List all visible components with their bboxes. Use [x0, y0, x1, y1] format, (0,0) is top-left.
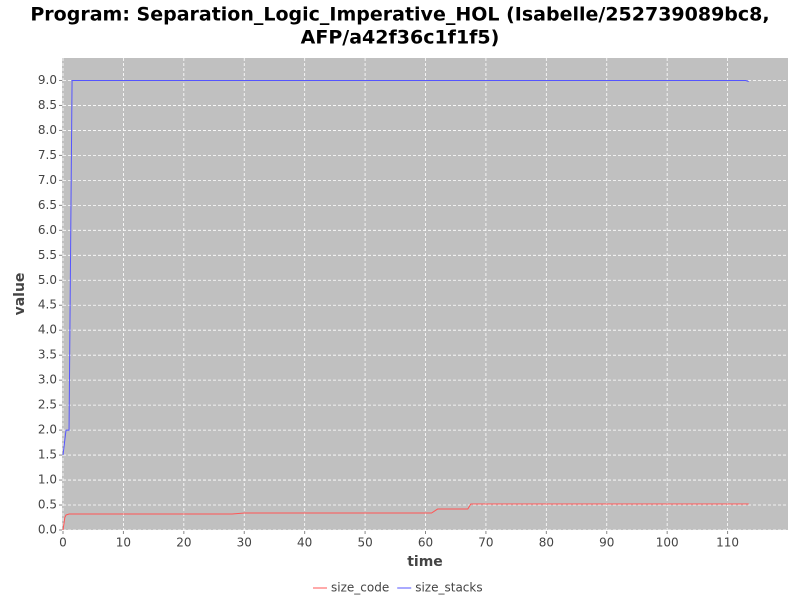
y-tick-label: 1.5	[38, 448, 57, 462]
y-axis-label: value	[12, 273, 28, 316]
y-tick-label: 3.5	[38, 348, 57, 362]
y-tick-label: 4.5	[38, 298, 57, 312]
y-tick-label: 7.5	[38, 148, 57, 162]
x-tick-label: 50	[357, 536, 372, 550]
y-tick-label: 9.0	[38, 73, 57, 87]
x-tick-label: 90	[599, 536, 614, 550]
x-tick-label: 80	[539, 536, 554, 550]
chart-title: Program: Separation_Logic_Imperative_HOL…	[30, 4, 769, 26]
x-tick-label: 110	[716, 536, 739, 550]
y-tick-label: 8.0	[38, 123, 57, 137]
x-tick-label: 40	[297, 536, 312, 550]
y-tick-label: 5.0	[38, 273, 57, 287]
x-tick-label: 20	[176, 536, 191, 550]
x-tick-label: 70	[478, 536, 493, 550]
x-axis-label: time	[407, 554, 443, 570]
y-tick-label: 2.0	[38, 423, 57, 437]
y-tick-label: 4.0	[38, 323, 57, 337]
x-tick-label: 10	[116, 536, 131, 550]
y-tick-label: 6.0	[38, 223, 57, 237]
y-tick-label: 8.5	[38, 98, 57, 112]
y-tick-label: 0.0	[38, 523, 57, 537]
legend-label: size_code	[331, 581, 389, 595]
x-tick-label: 30	[237, 536, 252, 550]
series-line	[62, 503, 749, 531]
plot-area	[62, 58, 788, 530]
series-line	[62, 79, 749, 456]
chart-subtitle: AFP/a42f36c1f1f5)	[301, 27, 500, 49]
y-tick-label: 7.0	[38, 173, 57, 187]
y-tick-label: 3.0	[38, 373, 57, 387]
x-tick-label: 0	[59, 536, 67, 550]
x-tick-label: 60	[418, 536, 433, 550]
y-tick-label: 5.5	[38, 248, 57, 262]
legend-label: size_stacks	[415, 581, 482, 595]
y-tick-label: 1.0	[38, 473, 57, 487]
y-tick-label: 6.5	[38, 198, 57, 212]
x-tick-label: 100	[656, 536, 679, 550]
y-tick-label: 2.5	[38, 398, 57, 412]
y-tick-label: 0.5	[38, 498, 57, 512]
